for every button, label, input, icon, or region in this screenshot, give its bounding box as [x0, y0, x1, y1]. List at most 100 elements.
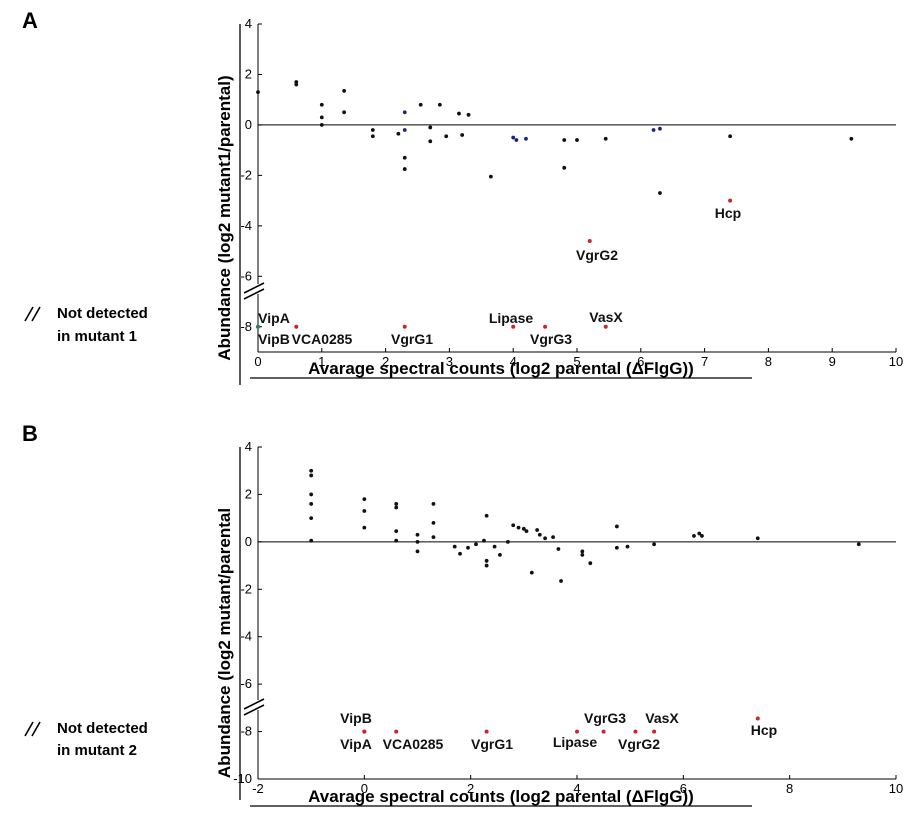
data-point: [588, 561, 593, 566]
data-point: [562, 165, 567, 170]
point-label: Lipase: [489, 310, 534, 326]
x-tick-label: 1: [318, 354, 325, 369]
data-point: [444, 134, 449, 139]
not-detected-marker-b: [24, 721, 41, 737]
y-tick-label: -6: [240, 268, 252, 283]
y-tick-label: 4: [245, 16, 252, 31]
data-point: [651, 128, 656, 132]
data-point: [755, 536, 760, 541]
data-point: [342, 88, 347, 93]
point-label: VgrG1: [471, 736, 513, 752]
point-label: VasX: [645, 710, 679, 726]
data-point: [342, 110, 347, 115]
data-point: [319, 123, 324, 127]
data-point: [614, 545, 619, 550]
data-point: [431, 502, 436, 506]
data-point: [488, 174, 493, 179]
axis-break-mark: [243, 282, 265, 300]
y-axis-title: Abundance (log2 mutant/parental: [215, 508, 234, 778]
y-axis-title: Abundance (log2 mutant1/parental): [215, 75, 234, 360]
data-point: [575, 138, 579, 142]
data-point: [484, 513, 489, 518]
data-point: [256, 90, 260, 95]
data-point: [551, 535, 555, 540]
highlight-point: [755, 716, 760, 721]
point-label: VasX: [589, 309, 623, 325]
data-point: [309, 473, 314, 478]
x-tick-label: 0: [254, 354, 261, 369]
x-tick-label: 3: [446, 354, 453, 369]
data-point: [394, 538, 399, 543]
y-tick-label: 0: [245, 534, 252, 549]
data-point: [415, 539, 420, 544]
data-point: [511, 135, 516, 140]
data-point: [692, 534, 696, 538]
data-point: [415, 532, 420, 537]
point-label: VipA: [340, 736, 372, 752]
data-point: [402, 128, 407, 132]
data-point: [516, 525, 521, 530]
highlight-point: [402, 324, 407, 329]
y-tick-label: -2: [240, 167, 252, 182]
y-tick-label: -6: [240, 676, 252, 691]
data-point: [562, 138, 567, 142]
data-point: [556, 547, 561, 551]
x-tick-label: 6: [637, 354, 644, 369]
highlight-point: [575, 729, 579, 734]
data-point: [658, 191, 662, 195]
data-point: [319, 115, 324, 120]
highlight-point: [362, 729, 367, 734]
point-label: VgrG2: [618, 736, 660, 752]
data-point: [492, 544, 497, 549]
data-point: [484, 558, 489, 563]
x-tick-label: 4: [573, 781, 580, 796]
point-label: Lipase: [553, 734, 598, 750]
highlight-point: [603, 324, 608, 329]
x-tick-label: -2: [252, 781, 264, 796]
point-label: Hcp: [751, 722, 777, 738]
data-point: [309, 516, 314, 521]
axis-break-mark: [243, 698, 265, 716]
data-point: [535, 528, 540, 532]
point-label: VipB: [340, 710, 372, 726]
y-tick-label: -4: [240, 629, 252, 644]
point-label: VipA: [258, 310, 290, 326]
highlight-point: [652, 729, 657, 734]
y-tick-label: -8: [240, 724, 252, 739]
highlight-point: [294, 324, 299, 329]
point-label: VgrG3: [530, 331, 572, 347]
data-point: [580, 549, 585, 554]
chart-a: 0 1 2 3 4 5 6 7 8 9 10 4 2 0 -2 -4 -6 -8 Abundance (log2 m…: [215, 16, 903, 385]
data-point: [474, 542, 478, 547]
data-point: [362, 509, 367, 513]
highlight-point: [543, 324, 548, 329]
x-tick-label: 5: [573, 354, 580, 369]
data-point: [428, 139, 433, 144]
data-point: [603, 136, 608, 141]
not-detected-a-line1: Not detected: [57, 305, 148, 322]
x-tick-label: 0: [361, 781, 368, 796]
data-point: [394, 502, 399, 506]
panel-letter-b: B: [22, 421, 38, 446]
x-tick-label: 8: [786, 781, 793, 796]
data-point: [309, 502, 314, 506]
y-tick-label: 2: [245, 66, 252, 81]
data-point: [394, 529, 399, 534]
data-point: [514, 138, 519, 142]
data-point: [402, 167, 407, 171]
x-tick-label: 10: [889, 354, 903, 369]
panel-letter-a: A: [22, 8, 38, 33]
y-tick-label: 2: [245, 486, 252, 501]
point-label: Hcp: [715, 205, 741, 221]
x-tick-label: 2: [382, 354, 389, 369]
highlight-point: [484, 729, 489, 734]
data-point: [524, 136, 528, 141]
data-point: [460, 133, 465, 137]
data-point: [697, 531, 702, 536]
data-point: [543, 536, 547, 541]
data-point: [457, 111, 461, 116]
data-point: [625, 544, 630, 549]
point-label: VipB: [258, 331, 290, 347]
point-label: VCA0285: [292, 331, 353, 347]
